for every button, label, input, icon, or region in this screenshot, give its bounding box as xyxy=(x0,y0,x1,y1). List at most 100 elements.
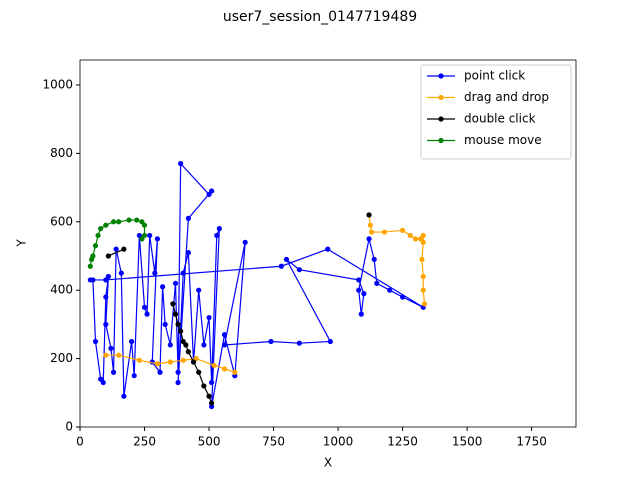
data-point xyxy=(154,361,161,367)
data-point xyxy=(296,340,302,346)
data-point xyxy=(206,393,212,399)
data-point xyxy=(412,236,419,242)
legend-marker xyxy=(438,94,444,101)
data-point xyxy=(98,226,104,232)
data-point xyxy=(139,236,145,242)
data-point xyxy=(185,249,191,256)
data-point xyxy=(116,352,122,358)
data-point xyxy=(216,226,222,232)
data-point xyxy=(121,246,127,252)
data-point xyxy=(325,246,331,252)
data-point xyxy=(92,243,99,249)
y-axis-label: Y xyxy=(15,239,29,248)
data-point xyxy=(154,236,161,242)
data-point xyxy=(407,232,413,239)
data-point xyxy=(190,359,197,365)
legend-marker xyxy=(438,116,444,122)
data-point xyxy=(366,212,372,218)
data-point xyxy=(87,277,93,283)
data-point xyxy=(162,321,168,327)
chart-title: user7_session_0147719489 xyxy=(223,9,417,25)
plot-frame xyxy=(79,59,577,428)
y-tick-label: 200 xyxy=(50,351,73,365)
data-point xyxy=(175,369,181,375)
data-point xyxy=(196,369,202,375)
data-point xyxy=(144,311,150,317)
data-point xyxy=(157,369,163,375)
x-tick-label: 1000 xyxy=(323,435,354,449)
data-point xyxy=(420,239,426,245)
legend-marker xyxy=(438,137,444,144)
data-point xyxy=(327,338,333,345)
data-point xyxy=(113,246,119,252)
data-point xyxy=(105,253,111,259)
data-point xyxy=(399,227,406,233)
data-point xyxy=(103,352,109,358)
legend-label: double click xyxy=(464,112,536,126)
data-point xyxy=(221,366,228,372)
data-point xyxy=(167,342,173,348)
data-point xyxy=(358,311,364,317)
legend-box xyxy=(420,64,572,160)
data-point xyxy=(221,332,228,338)
data-point xyxy=(178,328,184,334)
data-point xyxy=(108,345,114,351)
data-point xyxy=(183,342,189,348)
data-point xyxy=(185,215,191,221)
data-point xyxy=(420,232,426,239)
data-point xyxy=(126,217,132,223)
data-point xyxy=(131,373,137,379)
data-point xyxy=(361,291,367,297)
data-point xyxy=(387,287,393,293)
data-point xyxy=(129,338,135,345)
data-point xyxy=(206,314,212,321)
data-point xyxy=(268,338,274,345)
data-point xyxy=(374,280,380,286)
y-tick-label: 800 xyxy=(50,146,73,160)
x-tick-label: 1250 xyxy=(387,435,418,449)
x-tick-label: 500 xyxy=(198,435,221,449)
data-point xyxy=(209,379,215,386)
data-point xyxy=(175,379,181,386)
data-point xyxy=(87,263,93,269)
data-point xyxy=(420,273,426,280)
data-point xyxy=(170,301,176,307)
data-point xyxy=(214,232,220,239)
data-point xyxy=(100,379,106,386)
y-tick-label: 0 xyxy=(65,420,73,434)
data-point xyxy=(296,267,302,273)
data-point xyxy=(172,311,179,317)
data-point xyxy=(180,357,186,363)
data-point xyxy=(147,232,153,239)
legend-label: mouse move xyxy=(464,133,542,147)
data-point xyxy=(134,217,140,223)
data-point xyxy=(141,304,148,310)
data-point xyxy=(367,222,373,228)
data-point xyxy=(356,277,362,283)
data-point xyxy=(209,400,215,406)
data-point xyxy=(103,222,109,228)
x-tick-label: 250 xyxy=(133,435,156,449)
data-point xyxy=(180,270,186,276)
data-point xyxy=(420,287,426,293)
data-point xyxy=(116,219,122,225)
data-point xyxy=(369,229,375,235)
y-tick-label: 600 xyxy=(50,214,73,228)
x-axis-label: X xyxy=(324,456,332,470)
data-point xyxy=(421,301,428,307)
legend-marker xyxy=(438,73,444,79)
data-point xyxy=(92,338,99,345)
data-point xyxy=(90,253,96,259)
data-point xyxy=(399,294,406,300)
data-point xyxy=(381,229,388,235)
data-point xyxy=(209,188,215,194)
legend-label: point click xyxy=(464,69,525,83)
data-point xyxy=(121,393,127,399)
data-point xyxy=(103,294,109,300)
data-point xyxy=(141,222,148,228)
data-point xyxy=(371,256,377,263)
x-tick-label: 0 xyxy=(76,435,84,449)
data-point xyxy=(159,284,166,290)
data-point xyxy=(178,161,184,167)
x-tick-label: 750 xyxy=(262,435,285,449)
